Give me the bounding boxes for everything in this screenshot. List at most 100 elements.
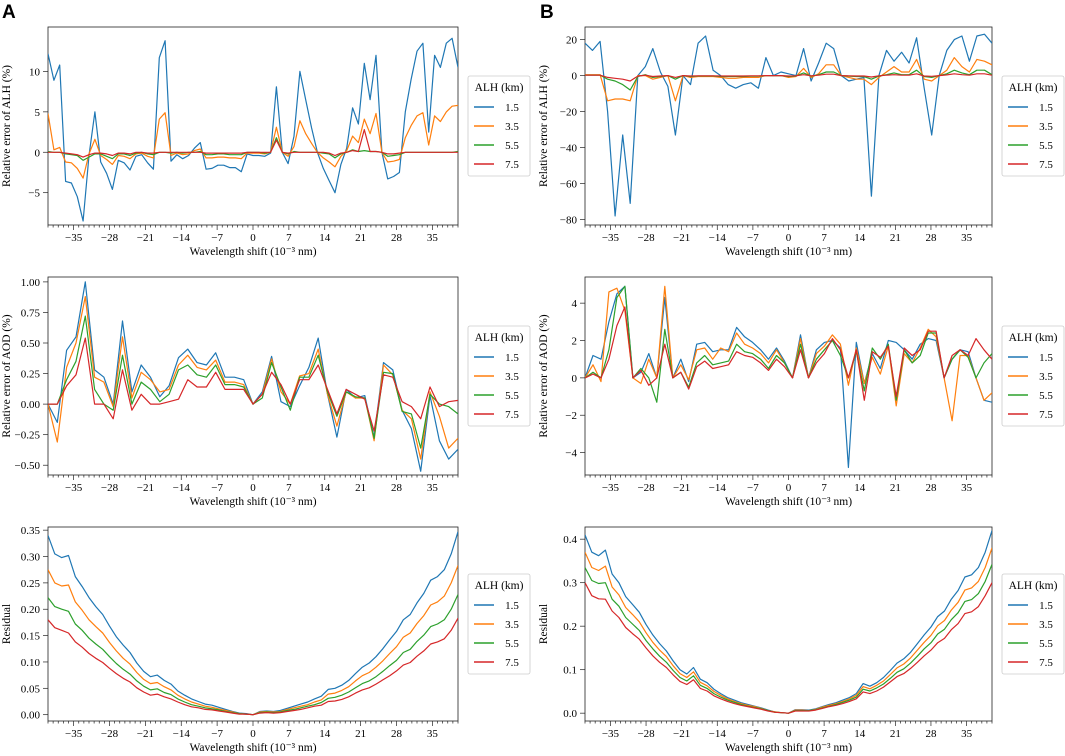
x-tick-label: 14 [854, 232, 866, 244]
series-line-3-5 [585, 56, 992, 102]
x-tick-label: −35 [602, 728, 620, 740]
y-tick-label: −0.50 [15, 460, 41, 472]
legend-entry-label: 5.5 [505, 140, 519, 152]
chart-A-AOD: −35 −28 −21 −14 −7 0 7 14 21 28 35 −0.50 −0.25 0.00 0.… [1, 276, 531, 508]
y-tick-label: 2 [572, 336, 578, 348]
series-line-3-5 [585, 547, 992, 714]
series-line-5-5 [585, 69, 992, 91]
series-line-1-5 [48, 531, 458, 716]
legend-entry-label: 7.5 [1039, 657, 1053, 669]
series-line-1-5 [48, 37, 458, 222]
y-tick-label: 0.30 [21, 552, 41, 564]
x-axis-label: Wavelength shift (10⁻³ nm) [189, 496, 316, 508]
x-tick-label: 7 [286, 232, 292, 244]
legend-entry-label: 1.5 [505, 102, 519, 114]
y-tick-label: 0.1 [563, 665, 577, 677]
legend-entry-label: 1.5 [1039, 600, 1053, 612]
legend: ALH (km) 1.5 3.5 5.5 7.5 [1001, 325, 1065, 427]
y-axis-label: Relative error of ALH (%) [538, 65, 550, 187]
legend-box [467, 325, 531, 427]
x-tick-label: −14 [173, 482, 191, 494]
plot-frame [47, 526, 459, 722]
x-tick-label: −14 [709, 728, 727, 740]
legend-entry-label: 3.5 [505, 121, 519, 133]
legend-entry-label: 3.5 [1039, 121, 1053, 133]
y-tick-label: 1.00 [21, 277, 41, 289]
legend-entry-label: 5.5 [505, 390, 519, 402]
x-tick-label: −7 [747, 232, 759, 244]
x-axis-label: Wavelength shift (10⁻³ nm) [189, 742, 316, 754]
x-tick-label: 21 [890, 232, 901, 244]
y-axis-label: Residual [1, 604, 13, 644]
x-tick-label: 28 [391, 482, 403, 494]
x-tick-label: −35 [602, 482, 620, 494]
series-line-3-5 [585, 285, 992, 422]
y-tick-label: 0.25 [21, 578, 41, 590]
legend: ALH (km) 1.5 3.5 5.5 7.5 [467, 325, 531, 427]
x-tick-label: 35 [427, 728, 439, 740]
chart-B-RES: −35 −28 −21 −14 −7 0 7 14 21 28 35 0.0 0.1 0.2 0.3 0.4 W… [538, 526, 1065, 754]
legend-title: ALH (km) [1009, 82, 1058, 94]
series-line-1-5 [585, 33, 992, 217]
series-line-3-5 [48, 296, 458, 460]
legend-entry-label: 5.5 [1039, 140, 1053, 152]
x-tick-label: 21 [890, 482, 901, 494]
x-tick-label: −28 [101, 728, 119, 740]
legend-entry-label: 7.5 [505, 657, 519, 669]
x-tick-label: 21 [355, 482, 366, 494]
y-tick-label: 0 [35, 147, 41, 159]
x-tick-label: 0 [250, 728, 256, 740]
x-tick-label: 0 [250, 482, 256, 494]
x-tick-label: 14 [854, 728, 866, 740]
plot-frame [47, 26, 459, 226]
x-tick-label: 14 [319, 482, 331, 494]
series-line-3-5 [48, 104, 458, 179]
legend-entry-label: 7.5 [1039, 409, 1053, 421]
x-tick-label: −35 [602, 232, 620, 244]
y-tick-label: 0.4 [563, 534, 577, 546]
x-tick-label: 7 [821, 728, 827, 740]
x-tick-label: −28 [637, 232, 655, 244]
y-tick-label: −40 [560, 143, 578, 155]
x-tick-label: 28 [391, 728, 403, 740]
y-tick-label: −20 [560, 107, 578, 119]
x-tick-label: 7 [821, 482, 827, 494]
y-tick-label: 0 [572, 373, 578, 385]
x-tick-label: −35 [65, 728, 83, 740]
legend-entry-label: 1.5 [1039, 102, 1053, 114]
y-tick-label: −60 [560, 179, 578, 191]
legend-box [467, 75, 531, 177]
x-tick-label: −21 [673, 482, 690, 494]
x-axis-label: Wavelength shift (10⁻³ nm) [725, 246, 852, 258]
x-tick-label: −7 [747, 728, 759, 740]
panel-label-b: B [540, 2, 554, 23]
y-tick-label: 0 [572, 71, 578, 83]
x-tick-label: −7 [211, 232, 223, 244]
y-tick-label: 0.10 [21, 657, 41, 669]
y-tick-label: −2 [565, 410, 577, 422]
y-tick-label: 0.00 [21, 399, 41, 411]
y-tick-label: −0.25 [15, 430, 41, 442]
series-line-1-5 [48, 281, 458, 472]
legend-title: ALH (km) [475, 332, 524, 344]
y-tick-label: −4 [565, 448, 577, 460]
y-tick-label: −5 [28, 188, 40, 200]
x-tick-label: 21 [890, 728, 901, 740]
series-line-5-5 [585, 564, 992, 714]
y-axis-label: Relative error of AOD (%) [1, 314, 13, 437]
x-tick-label: 21 [355, 232, 366, 244]
y-tick-label: 0.20 [21, 604, 41, 616]
legend-entry-label: 1.5 [505, 600, 519, 612]
x-tick-label: −21 [137, 728, 154, 740]
x-tick-label: −35 [65, 232, 83, 244]
legend-box [1001, 75, 1065, 177]
x-tick-label: 7 [286, 728, 292, 740]
chart-B-ALH: −35 −28 −21 −14 −7 0 7 14 21 28 35 −80 −60 −40 −20 0 20 W… [538, 26, 1065, 258]
series-line-5-5 [48, 315, 458, 449]
x-tick-label: 7 [286, 482, 292, 494]
x-tick-label: −14 [173, 728, 191, 740]
legend-entry-label: 3.5 [505, 619, 519, 631]
series-line-7-5 [585, 73, 992, 82]
x-tick-label: 21 [355, 728, 366, 740]
